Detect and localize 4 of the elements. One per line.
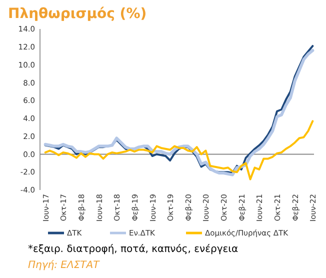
text: Πηγή: ΕΛΣΤΑΤ	[28, 260, 100, 271]
chart-title: Πληθωρισμός (%)	[8, 6, 147, 22]
line-series	[44, 120, 314, 180]
text: *εξαιρ. διατροφή, ποτά, καπνός, ενέργεια	[28, 244, 239, 255]
